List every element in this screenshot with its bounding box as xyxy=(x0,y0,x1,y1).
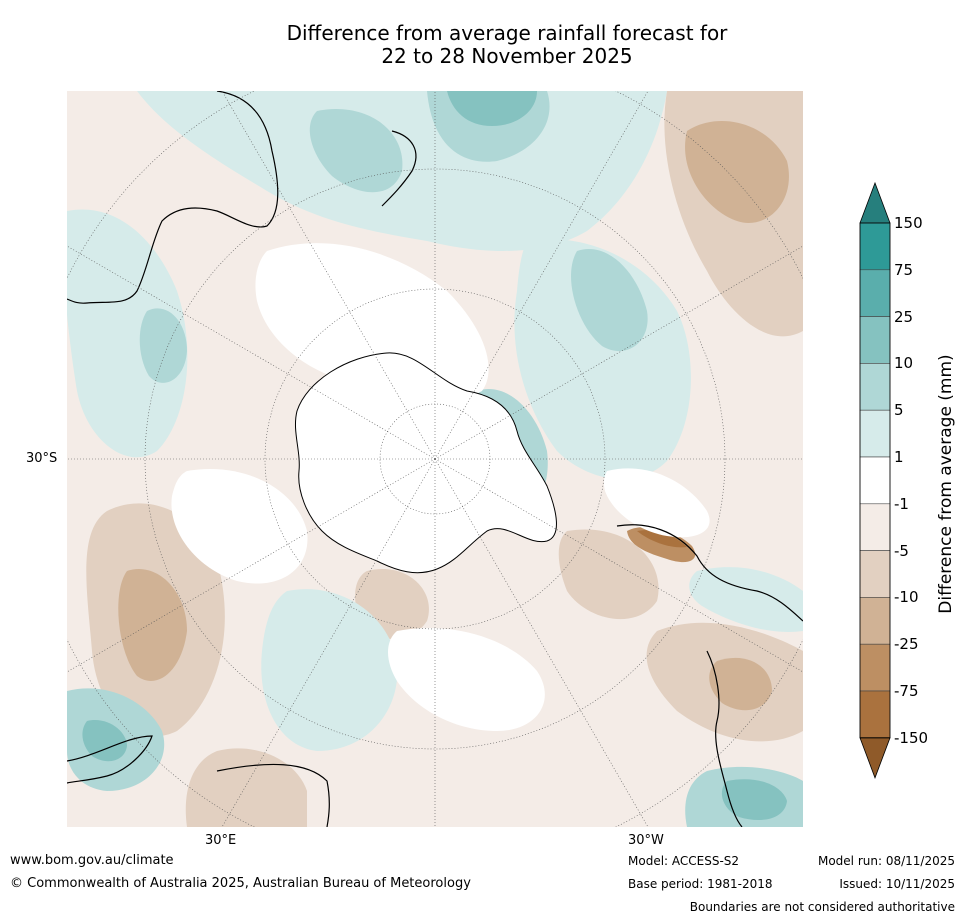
lat-label-30s: 30°S xyxy=(26,451,58,466)
colorbar-tick-label: 75 xyxy=(894,260,914,279)
dry-anomaly-regions xyxy=(86,91,803,827)
colorbar-bin xyxy=(859,503,891,551)
copyright-text: © Commonwealth of Australia 2025, Austra… xyxy=(10,876,471,891)
colorbar-bin xyxy=(859,690,891,739)
colorbar-over-triangle xyxy=(859,181,891,224)
title-line-1: Difference from average rainfall forecas… xyxy=(286,21,728,45)
boundary-disclaimer: Boundaries are not considered authoritat… xyxy=(689,900,955,914)
near-normal-regions xyxy=(171,243,710,731)
africa-coastline xyxy=(67,735,153,784)
south-america-east-coast xyxy=(706,650,743,827)
new-zealand-coastline xyxy=(381,130,417,207)
wet-anomaly-regions xyxy=(67,91,803,827)
colorbar-bin xyxy=(859,643,891,692)
colorbar-under-triangle xyxy=(859,737,891,779)
model-name: Model: ACCESS-S2 xyxy=(628,854,740,868)
colorbar-tick-label: 1 xyxy=(894,448,904,466)
colorbar-tick-label: 25 xyxy=(894,307,914,326)
colorbar-bin xyxy=(859,597,891,645)
colorbar-tick-label: 150 xyxy=(894,214,923,232)
colorbar-tick-label: -1 xyxy=(894,494,909,513)
coastlines xyxy=(67,91,803,827)
colorbar-bin xyxy=(859,456,891,505)
title-line-2: 22 to 28 November 2025 xyxy=(381,44,633,68)
map-title: Difference from average rainfall forecas… xyxy=(0,22,965,68)
colorbar xyxy=(859,181,891,779)
colorbar-tick-label: -5 xyxy=(894,541,909,560)
madagascar-coastline xyxy=(216,763,330,827)
colorbar-tick-label: -150 xyxy=(894,728,929,747)
colorbar-tick-label: -25 xyxy=(894,635,919,654)
lon-label-30w: 30°W xyxy=(628,833,664,848)
antarctica-landmass xyxy=(294,352,557,574)
colorbar-tick-label: -10 xyxy=(894,588,919,607)
map-canvas xyxy=(67,91,803,827)
graticule xyxy=(67,91,803,827)
colorbar-bin xyxy=(859,550,891,598)
colorbar-outline xyxy=(859,222,891,739)
lon-label-30e: 30°E xyxy=(205,833,237,848)
colorbar-bin xyxy=(859,363,891,411)
colorbar-bin xyxy=(859,269,891,317)
rainfall-anomaly-map xyxy=(67,91,803,827)
colorbar-title: Difference from average (mm) xyxy=(936,354,956,614)
model-run-date: Model run: 08/11/2025 xyxy=(817,854,955,868)
colorbar-bin xyxy=(859,409,891,458)
website-link[interactable]: www.bom.gov.au/climate xyxy=(10,853,174,868)
colorbar-bin xyxy=(859,222,891,271)
issued-date: Issued: 10/11/2025 xyxy=(839,877,955,891)
base-period: Base period: 1981-2018 xyxy=(628,877,773,891)
colorbar-tick-label: -75 xyxy=(894,682,919,700)
colorbar-tick-label: 10 xyxy=(894,354,914,373)
colorbar-bin xyxy=(859,316,891,364)
colorbar-tick-label: 5 xyxy=(894,401,904,420)
south-america-coastline xyxy=(616,524,803,622)
australia-coastline xyxy=(67,91,279,304)
